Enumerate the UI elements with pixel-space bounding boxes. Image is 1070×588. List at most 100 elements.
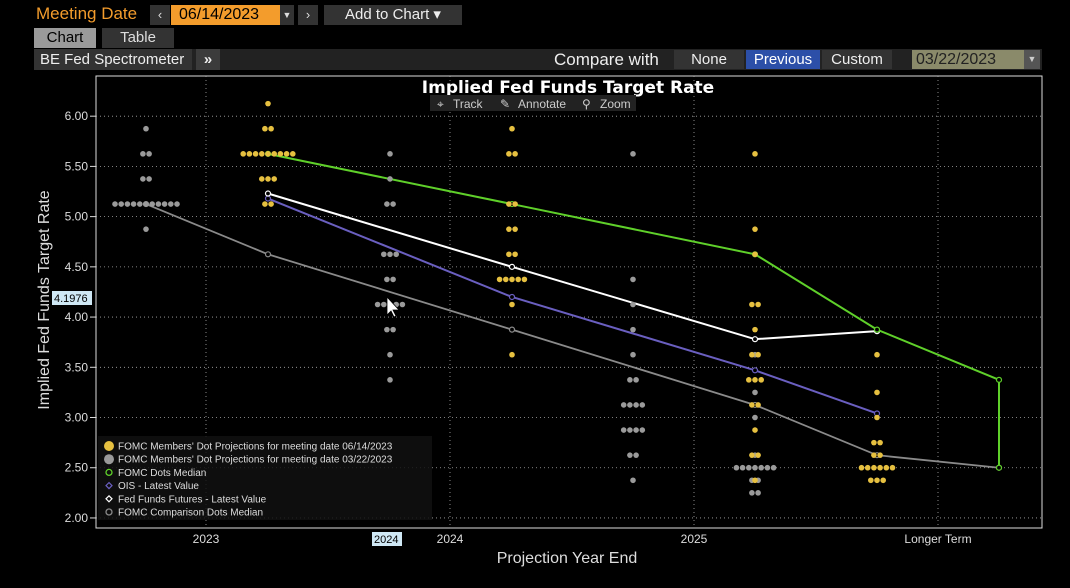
dot-projection: [384, 201, 390, 207]
dot-projection: [877, 452, 883, 458]
dot-projection: [764, 464, 771, 471]
dot-projection: [889, 464, 896, 471]
meeting-date-field[interactable]: 06/14/2023: [171, 5, 281, 25]
y-tick-label: 2.50: [65, 461, 89, 475]
dot-projection: [387, 176, 393, 182]
dot-projection: [390, 201, 396, 207]
legend-entry: FOMC Members' Dot Projections for meetin…: [118, 455, 393, 466]
dot-projection: [390, 326, 396, 333]
dot-projection: [374, 301, 381, 308]
dot-projection: [137, 201, 143, 207]
previous-date-button[interactable]: ‹: [150, 5, 170, 25]
dot-projection: [749, 452, 755, 458]
compare-custom-button[interactable]: Custom: [822, 50, 892, 69]
add-to-chart-button[interactable]: Add to Chart ▾: [324, 5, 462, 25]
legend-diamond-icon: [105, 481, 113, 490]
dot-projection: [871, 439, 877, 446]
dot-projection: [874, 389, 880, 396]
y-tick-label: 4.00: [65, 310, 89, 324]
dot-projection: [112, 201, 118, 207]
dot-projection: [268, 201, 274, 207]
chart-tools: ⌖ Track ✎ Annotate ⚲ Zoom: [430, 95, 636, 111]
chart-legend: FOMC Members' Dot Projections for meetin…: [98, 436, 432, 520]
tab-chart[interactable]: Chart: [34, 28, 96, 48]
dot-projection: [509, 125, 515, 132]
chart-title: Implied Fed Funds Target Rate: [422, 78, 714, 98]
line-marker: [995, 464, 1003, 471]
dot-projection: [174, 201, 180, 207]
dot-projection: [633, 452, 639, 458]
dot-projection: [168, 201, 174, 207]
dot-projection: [755, 452, 761, 458]
dot-projection: [509, 351, 515, 358]
dot-projection: [874, 477, 880, 484]
dot-projection: [749, 351, 755, 358]
fomc-dots-median-line: [267, 152, 1000, 468]
dot-projection: [512, 201, 518, 207]
dot-projection: [752, 377, 758, 383]
track-label: Track: [453, 97, 484, 111]
dot-projection: [252, 151, 259, 157]
pencil-icon: ✎: [500, 97, 510, 111]
dot-projection: [509, 276, 515, 283]
dot-projection: [733, 464, 740, 471]
dot-projection: [146, 176, 152, 182]
y-tick-label: 3.50: [65, 360, 89, 374]
dot-projection: [259, 176, 265, 182]
compare-date-dropdown-icon[interactable]: ▼: [1024, 50, 1040, 69]
dot-projection: [262, 201, 268, 207]
zoom-tool[interactable]: ⚲ Zoom: [582, 97, 631, 111]
dot-projection: [877, 439, 883, 446]
dot-projection: [752, 414, 758, 421]
dot-projection: [639, 427, 646, 433]
dot-projection: [155, 201, 162, 207]
next-date-button[interactable]: ›: [298, 5, 318, 25]
legend-entry: FOMC Comparison Dots Median: [118, 508, 263, 519]
tab-table[interactable]: Table: [102, 28, 174, 48]
dot-projection: [749, 402, 755, 408]
dot-projection: [512, 251, 518, 258]
fed-funds-chart[interactable]: 6.00 5.50 5.00 4.50 4.00 3.50 3.00 2.50 2.00 202…: [0, 70, 1070, 588]
legend-ring-icon: [105, 468, 113, 477]
dot-projection: [381, 251, 387, 258]
x-tick-labels: 2023 2024 2025 Longer Term: [193, 532, 972, 546]
dot-projection: [384, 326, 390, 333]
dot-projection: [752, 427, 758, 433]
dot-projection: [399, 301, 406, 308]
track-tool[interactable]: ⌖ Track: [437, 97, 484, 111]
dot-projection: [521, 276, 528, 283]
y-tick-label: 5.50: [65, 159, 89, 173]
spectrometer-selector[interactable]: BE Fed Spectrometer: [34, 49, 192, 70]
chart-toolbar: BE Fed Spectrometer » Compare with None …: [34, 49, 1042, 70]
dot-projection: [758, 464, 764, 471]
more-icon[interactable]: »: [196, 49, 220, 70]
dot-projection: [752, 226, 758, 232]
dot-projection: [283, 151, 290, 157]
date-dropdown-icon[interactable]: ▼: [280, 5, 294, 25]
ois-latest-value-line: [267, 197, 878, 415]
dot-projection: [620, 427, 627, 433]
compare-previous-button[interactable]: Previous: [746, 50, 820, 69]
dot-projection: [871, 464, 877, 471]
dot-projection: [755, 301, 761, 308]
dot-projection: [143, 201, 149, 207]
dot-projection: [277, 151, 284, 157]
dot-projection: [259, 151, 265, 157]
y-tick-label: 3.00: [65, 411, 89, 425]
dot-projection: [290, 151, 296, 157]
dot-projection: [752, 477, 758, 484]
compare-date-field[interactable]: 03/22/2023: [912, 50, 1024, 69]
compare-none-button[interactable]: None: [674, 50, 744, 69]
dot-projection: [387, 251, 393, 258]
dot-projection: [506, 251, 512, 258]
dot-projection: [503, 276, 509, 283]
y-tick-label: 2.00: [65, 511, 89, 525]
annotate-tool[interactable]: ✎ Annotate: [500, 97, 566, 111]
dot-projection: [124, 201, 131, 207]
dot-projection: [265, 151, 271, 157]
x-tick-label: 2023: [193, 532, 220, 546]
dot-projection: [877, 464, 883, 471]
dot-projection: [755, 351, 761, 358]
dot-projection: [627, 402, 633, 408]
dot-projection: [384, 276, 390, 283]
